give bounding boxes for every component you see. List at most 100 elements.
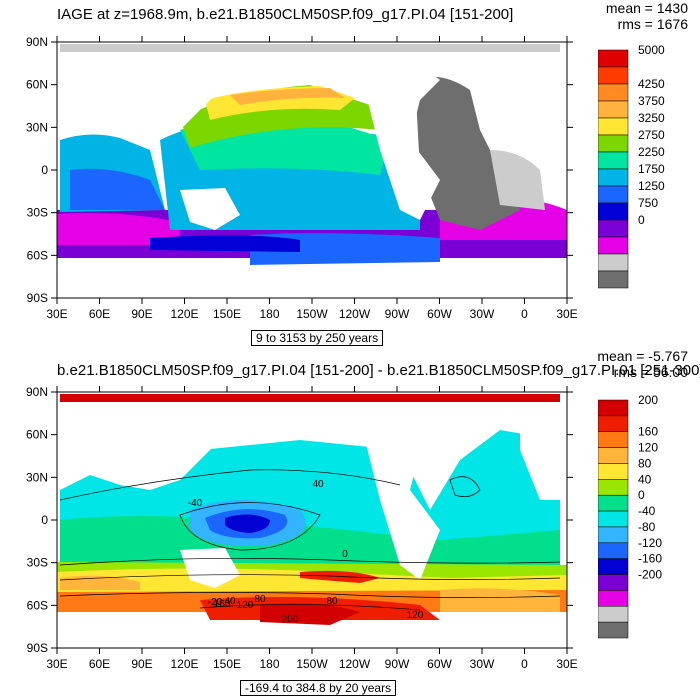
panel1-lon-label: 30W	[470, 307, 495, 321]
panel2-contour-label: 80	[326, 596, 338, 607]
panel2-lon-label: 150W	[296, 657, 328, 671]
panel1-lon-label: 60E	[89, 307, 110, 321]
panel2-contour-label: 120	[237, 600, 254, 611]
panel2-colorbar-swatch	[598, 463, 629, 480]
panel1-land-australia	[180, 188, 240, 230]
panel2-lat-label: 30S	[27, 556, 48, 570]
panel1-atlantic-dark	[415, 76, 520, 231]
panel2-lon-ticks: 30E 60E 90E 120E 150E 180 150W 120W 90W 60W 30W 0 30…	[46, 386, 578, 671]
panel1-colorbar-swatch	[598, 236, 629, 255]
panel1-map: 90N 60N 30N 0 30S 60S 90S 30E 60E 90E 120E 150E 180…	[26, 35, 578, 321]
panel1-land-eurasia	[57, 60, 230, 140]
panel1-rms: rms = 1676	[617, 16, 688, 32]
panel1-lon-label: 150E	[213, 307, 241, 321]
panel2-so-orange-west	[60, 575, 140, 590]
panel1-colorbar-label: 3750	[638, 94, 665, 108]
panel1-lon-label: 120W	[339, 307, 371, 321]
panel1-deep-blue	[150, 235, 300, 252]
panel2-lon-label: 30W	[470, 657, 495, 671]
panel1-field	[57, 44, 567, 298]
panel1-lat-label: 30N	[26, 120, 48, 134]
panel2-land-eurasia	[57, 410, 230, 490]
panel2-lon-label: 180	[259, 657, 279, 671]
panel2-colorbar-swatch	[598, 447, 629, 464]
panel2-lon-label: 60W	[427, 657, 452, 671]
panel1-contour-info: 9 to 3153 by 250 years	[251, 330, 384, 346]
panel1-colorbar-swatch	[598, 168, 629, 187]
panel2-contour-line	[59, 574, 561, 581]
panel1-colorbar-swatch	[598, 117, 629, 136]
panel2-lat-label: 60N	[26, 428, 48, 442]
panel2-contour-label: 160	[214, 599, 231, 610]
panel1-colorbar-swatch	[598, 49, 629, 68]
panel2-lat-label: 90N	[26, 385, 48, 399]
panel2-field	[57, 394, 567, 648]
panel2-title: b.e21.B1850CLM50SP.f09_g17.PI.04 [151-20…	[57, 362, 700, 379]
panel2-colorbar-swatch	[598, 606, 629, 623]
panel2-contour-line	[199, 604, 421, 611]
panel2-colorbar-swatch	[598, 590, 629, 607]
panel1-lon-ticks: 30E 60E 90E 120E 150E 180 150W 120W 90W 60W 30W 0 30…	[46, 36, 578, 321]
panel2-lon-label: 30E	[556, 657, 577, 671]
panel1-arctic-band	[60, 44, 560, 52]
panel2-contour-line	[59, 592, 561, 598]
panel1-lon-label: 120E	[170, 307, 198, 321]
panel1-lon-label: 60W	[427, 307, 452, 321]
panel2-lat-label: 90S	[27, 641, 48, 655]
panel2-land-europe-africa	[520, 410, 567, 500]
panel2-so-atlantic-orange	[440, 588, 560, 612]
panel2-colorbar-swatch	[598, 479, 629, 496]
panel2-lat-ticks: 90N 60N 30N 0 30S 60S 90S	[26, 385, 573, 655]
panel2-lon-label: 30E	[46, 657, 67, 671]
panel2-land-antarctica	[57, 628, 567, 648]
panel2-colorbar-label: 0	[638, 488, 645, 502]
panel2-colorbar-label: -120	[638, 536, 662, 550]
panel2-so-deep-red	[260, 603, 360, 625]
panel1-colorbar-swatch	[598, 83, 629, 102]
panel1-lon-label: 150W	[296, 307, 328, 321]
panel2-contour-line	[449, 476, 481, 497]
panel2-colorbar-label: -200	[638, 568, 662, 582]
panel2-colorbar-label: -160	[638, 552, 662, 566]
panel1-colorbar-swatch	[598, 270, 629, 289]
panel2-colorbar-label: 160	[638, 425, 658, 439]
panel2-colorbar-label: 120	[638, 441, 658, 455]
panel2-lon-label: 90W	[385, 657, 410, 671]
panel1-colorbar-swatch	[598, 185, 629, 204]
panel1-lat-ticks: 90N 60N 30N 0 30S 60S 90S	[26, 35, 573, 305]
panel2-eq-pac-deepblue	[225, 514, 270, 533]
panel1-lat-label: 60N	[26, 78, 48, 92]
panel2-contour-label: 40	[312, 479, 324, 490]
panel2-colorbar-swatch	[598, 558, 629, 575]
panel1-colorbar-label: 2250	[638, 145, 665, 159]
panel2-colorbar-label: 80	[638, 456, 652, 470]
panel2-colorbar-swatch	[598, 431, 629, 448]
panel1-colorbar-swatch	[598, 253, 629, 272]
panel2-lon-label: 120E	[170, 657, 198, 671]
panel2-land-americas	[360, 415, 440, 580]
panel2-arctic-band	[60, 394, 560, 402]
panel1-colorbar-swatch	[598, 219, 629, 238]
panel2-contour-line	[59, 469, 401, 501]
panel2-contour-line	[179, 502, 321, 551]
panel1-colorbar-label: 2750	[638, 128, 665, 142]
panel2-colorbar-label: -40	[638, 504, 656, 518]
panel1-lon-label: 180	[259, 307, 279, 321]
panel2-colorbar-label: 40	[638, 472, 652, 486]
panel2-lat-label: 30N	[26, 470, 48, 484]
panel1-colorbar-label: 750	[638, 196, 658, 210]
panel1-atlantic-light	[490, 150, 545, 210]
panel1-colorbar-label: 1750	[638, 162, 665, 176]
panel2-contour-label: 0	[342, 549, 348, 560]
panel2-colorbar-swatch	[598, 621, 629, 639]
panel2-contour-label: 120	[407, 610, 424, 621]
panel1-colorbar-label: 4250	[638, 77, 665, 91]
panel1-colorbar-swatch	[598, 66, 629, 85]
panel1-land-europe-africa	[520, 60, 567, 150]
panel1-colorbar-label: 5000	[638, 43, 665, 57]
panel2-colorbar-swatch	[598, 574, 629, 591]
panel1-indian-south	[70, 168, 165, 210]
panel1-land-antarctica	[57, 272, 567, 298]
panel2-lon-label: 150E	[213, 657, 241, 671]
panel2-colorbar-label: 200	[638, 393, 658, 407]
